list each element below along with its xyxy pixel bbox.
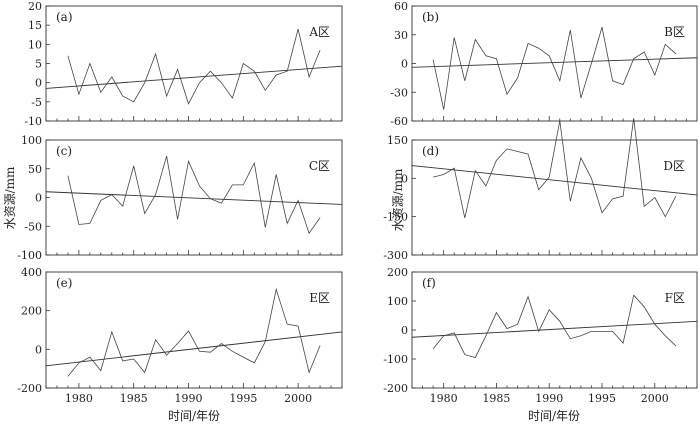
plot-frame (411, 271, 698, 389)
y-tick-label: 30 (394, 29, 408, 42)
x-tick-label: 1985 (120, 392, 148, 405)
panel-6: -200 -100 0 100 200 1980 1985 1990 1995 2000 (f) F区 (383, 266, 698, 405)
y-axis-label-left: 水资源/mm (3, 166, 17, 229)
y-tick-label: -50 (24, 220, 42, 233)
panel-label: (c) (56, 144, 72, 158)
region-label: C区 (309, 159, 330, 173)
y-tick-label: -150 (383, 211, 408, 224)
y-tick-label: 0 (35, 77, 42, 90)
y-tick-label: -100 (17, 249, 42, 262)
series-line (67, 287, 321, 377)
panel-label: (d) (422, 144, 439, 158)
y-tick-label: 100 (21, 134, 42, 147)
x-tick-label: 1985 (482, 392, 510, 405)
x-tick-label: 1980 (65, 392, 93, 405)
panel-label: (b) (422, 10, 439, 24)
x-tick-label: 2000 (284, 392, 312, 405)
series-line (432, 294, 677, 359)
x-tick-label: 2000 (641, 392, 669, 405)
y-tick-label: -200 (17, 382, 42, 395)
y-tick-label: 0 (401, 324, 408, 337)
y-tick-label: 200 (387, 266, 408, 279)
region-label: F区 (665, 291, 685, 305)
y-tick-label: 60 (394, 0, 408, 13)
x-tick-label: 1995 (588, 392, 616, 405)
y-tick-label: 400 (21, 266, 42, 279)
trend-line (45, 191, 343, 205)
y-tick-label: -30 (390, 86, 408, 99)
plot-frame (411, 5, 698, 122)
y-tick-label: 0 (401, 58, 408, 71)
trend-line (411, 165, 698, 196)
plot-frame (45, 139, 343, 256)
panel-label: (e) (56, 276, 72, 290)
series-line (67, 28, 321, 105)
plot-frame (45, 5, 343, 122)
y-tick-label: 100 (387, 295, 408, 308)
y-tick-label: -100 (383, 353, 408, 366)
x-tick-label: 1990 (175, 392, 203, 405)
series-line (433, 118, 677, 218)
y-tick-label: 150 (387, 134, 408, 147)
y-tick-label: -10 (24, 115, 42, 128)
region-label: A区 (308, 25, 330, 39)
y-tick-label: -5 (31, 96, 42, 109)
panel-4: -300 -150 0 150 (d) D区 (383, 118, 698, 262)
trend-line (411, 320, 698, 338)
y-tick-label: 10 (28, 38, 42, 51)
x-tick-label: 1990 (535, 392, 563, 405)
y-tick-label: 50 (28, 163, 42, 176)
y-tick-label: -60 (390, 115, 408, 128)
series-line (67, 155, 321, 235)
region-label: B区 (664, 25, 685, 39)
x-axis-label-left: 时间/年份 (168, 409, 220, 423)
series-line (432, 26, 677, 110)
panel-label: (a) (56, 10, 73, 24)
plot-frame (411, 139, 698, 256)
trend-line (45, 331, 343, 367)
y-tick-label: -300 (383, 249, 408, 262)
x-axis-label-right: 时间/年份 (528, 409, 580, 423)
trend-line (45, 65, 343, 89)
region-label: D区 (663, 159, 685, 173)
trend-line (411, 57, 698, 68)
y-tick-label: 0 (35, 343, 42, 356)
region-label: E区 (309, 291, 330, 305)
panel-1: -10 -5 0 5 10 15 20 (a) A区 (24, 0, 343, 128)
y-axis-label: 水资源/mm (391, 168, 405, 231)
y-tick-label: 20 (28, 0, 42, 13)
panel-3: -100 -50 0 50 100 (c) C区 (17, 134, 343, 262)
panel-2: -60 -30 0 30 60 (b) B区 (390, 0, 698, 128)
y-tick-label: 15 (28, 19, 42, 32)
y-tick-label: 5 (35, 58, 42, 71)
plot-frame (45, 271, 343, 389)
x-tick-label: 1995 (229, 392, 257, 405)
panel-label: (f) (422, 276, 436, 290)
panel-5: -200 0 200 400 1980 1985 1990 1995 2000 (e) E区 (17, 266, 343, 405)
y-tick-label: 200 (21, 305, 42, 318)
y-tick-label: 0 (35, 192, 42, 205)
y-tick-label: 0 (401, 172, 408, 185)
y-tick-label: -200 (383, 382, 408, 395)
x-tick-label: 1980 (430, 392, 458, 405)
